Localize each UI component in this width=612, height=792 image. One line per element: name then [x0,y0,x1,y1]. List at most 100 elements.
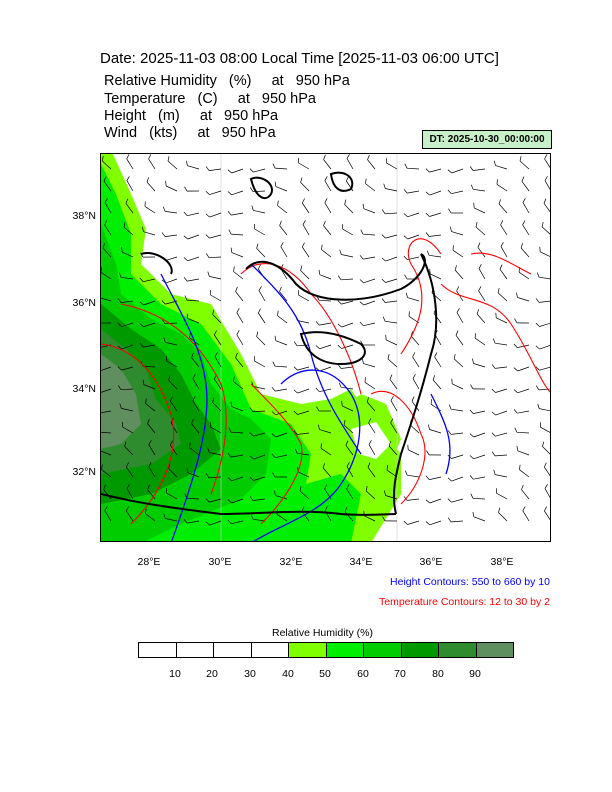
wind-barb-flag [212,309,215,315]
wind-barb [496,184,508,192]
wind-barb-flag [249,476,254,481]
wind-barb-flag [271,411,276,416]
field-line-temperature: Temperature (C) at 950 hPa [104,91,316,107]
dt-badge: DT: 2025-10-30_00:00:00 [422,130,552,149]
wind-barb-flag [535,366,540,371]
wind-barb [143,231,156,236]
wind-barb-flag [491,364,496,369]
wind-barb-flag [322,463,325,469]
wind-barb [253,432,266,437]
wind-barb [148,466,156,478]
wind-barb-flag [536,272,540,278]
wind-barb-flag [544,506,547,512]
wind-barb-flag [315,321,320,326]
wind-barb-flag [277,200,279,206]
wind-barb [187,318,200,324]
wind-barb [275,186,288,192]
wind-barb-flag [161,232,166,237]
wind-barb-flag [228,427,232,433]
wind-barb-flag [493,160,496,166]
wind-barb [231,498,244,504]
wind-barb-flag [235,286,238,292]
wind-barb [498,203,508,214]
wind-barb [541,226,550,235]
wind-barb [123,226,134,236]
wind-barb-flag [387,354,390,360]
wind-barb [544,510,550,521]
wind-barb-flag [125,198,129,204]
wind-barb-flag [412,352,416,358]
colorbar-cell [214,643,252,657]
wind-barb-flag [473,202,475,208]
wind-barb-flag [365,178,367,184]
wind-barb [121,300,134,303]
wind-barb [145,513,156,522]
wind-barb-flag [447,498,452,503]
wind-barb [364,382,376,390]
wind-barb-flag [139,323,144,328]
wind-barb [296,344,310,347]
wind-barb [275,454,288,459]
wind-barb [343,424,354,434]
wind-barb [231,252,244,258]
wind-barb-flag [118,272,122,278]
wind-barb-flag [497,288,500,293]
wind-barb-flag [233,266,235,272]
wind-barb-flag [315,345,320,350]
wind-barb-flag [145,508,147,514]
wind-barb [165,518,178,522]
wind-barb-flag [272,361,276,367]
wind-barb [102,247,112,258]
wind-barb-flag [236,308,240,313]
wind-barb-flag [124,441,127,447]
wind-barb-flag [447,477,452,482]
wind-barb-flag [516,445,519,451]
wind-barb-flag [339,249,342,255]
wind-barb-flag [493,469,496,475]
weather-map[interactable] [100,153,551,542]
wind-barb-flag [163,513,166,519]
wind-barb-flag [470,184,474,190]
wind-barb [390,400,398,412]
wind-barb-flag [390,418,394,423]
wind-barb-flag [368,440,372,445]
humidity-shading [101,154,401,541]
wind-barb [300,270,310,280]
legend-title: Relative Humidity (%) [272,627,373,639]
wind-barb [495,432,508,437]
wind-barb-flag [168,375,171,381]
wind-barb [297,410,310,415]
lon-label-32: 32°E [279,556,303,568]
wind-barb-flag [324,506,328,511]
wind-barb [236,312,244,324]
wind-barb-flag [274,335,277,341]
wind-barb [363,256,376,260]
wind-barb [297,320,310,324]
wind-barb-flag [323,154,326,160]
lat-label-38: 38°N [72,210,96,222]
wind-barb [103,180,112,192]
wind-barb-flag [249,455,254,460]
wind-barb-flag [359,301,364,306]
wind-barb-flag [425,232,430,237]
wind-barb-flag [447,517,452,523]
wind-barb-flag [500,242,504,247]
wind-barb [412,378,420,390]
wind-barb [187,278,200,282]
lon-label-30: 30°E [208,556,232,568]
wind-barb [341,300,354,305]
wind-barb-flag [425,191,430,196]
wind-barb [319,429,332,434]
wind-barb-flag [359,255,364,260]
wind-barb-flag [469,166,474,171]
wind-barb [389,379,398,390]
wind-barb-flag [205,473,210,478]
wind-barb-flag [205,234,210,239]
wind-barb-flag [519,156,522,162]
wind-barb [256,336,266,346]
wind-barb-flag [103,176,107,182]
wind-barb [407,212,420,218]
wind-barb [456,312,464,324]
wind-barb [456,290,464,302]
wind-barb [144,206,156,214]
